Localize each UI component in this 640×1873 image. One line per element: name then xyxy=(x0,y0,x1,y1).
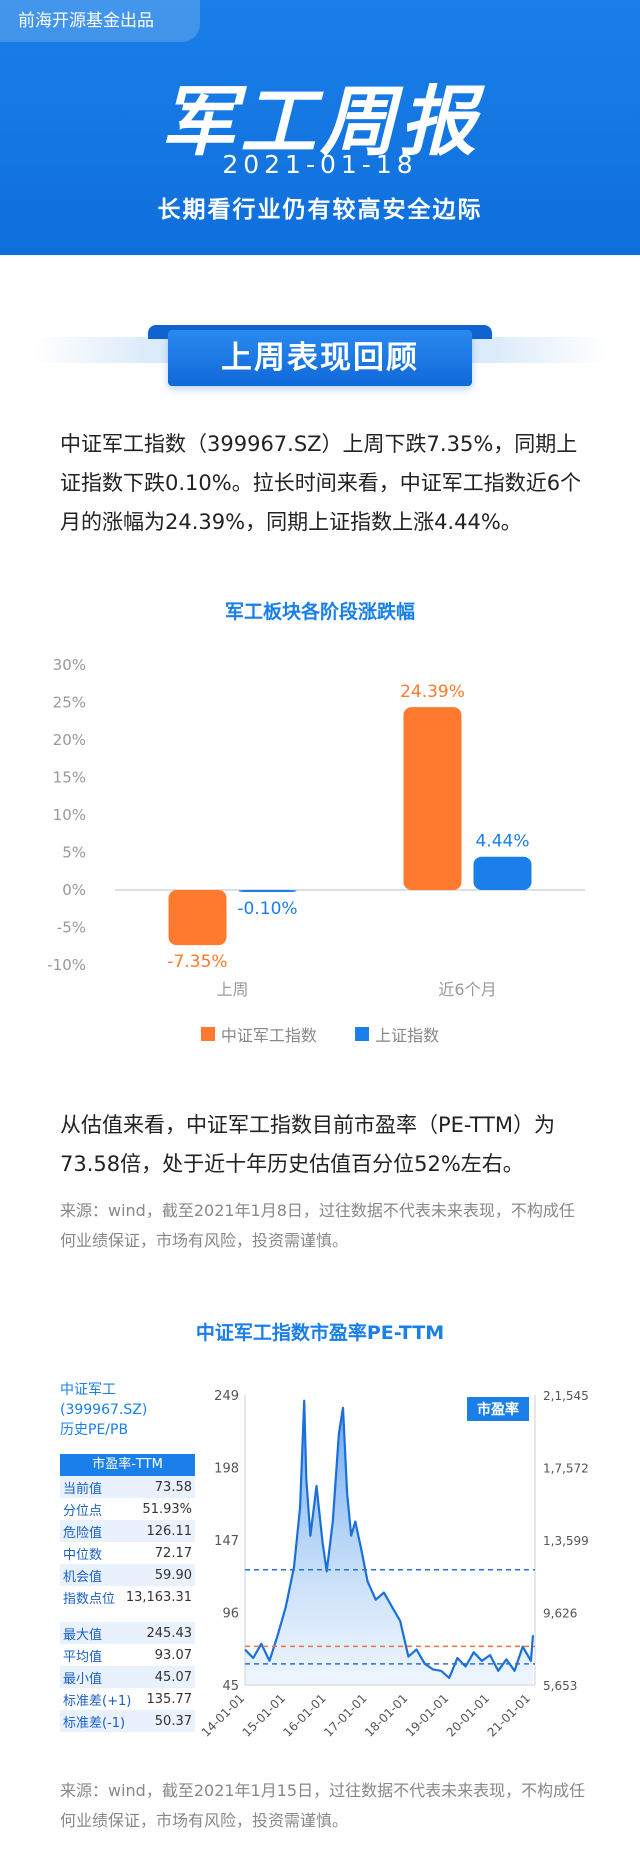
pe-line xyxy=(244,1399,535,1679)
bar xyxy=(473,856,532,890)
data-label: 4.44% xyxy=(475,832,529,852)
x-category-label: 近6个月 xyxy=(438,980,496,999)
x-category-label: 上周 xyxy=(216,980,248,999)
pe-row-label: 平均值 xyxy=(63,1649,103,1665)
valuation-paragraph: 从估值来看，中证军工指数目前市盈率（PE-TTM）为73.58倍，处于近十年历史… xyxy=(60,1113,555,1176)
pe-row-value: 245.43 xyxy=(139,1622,195,1644)
pe-y-tick-left: 198 xyxy=(214,1462,239,1477)
y-tick-label: 5% xyxy=(62,844,86,862)
y-tick-label: 30% xyxy=(53,656,86,674)
section-title: 上周表现回顾 xyxy=(168,330,472,386)
pe-row-label: 分位点 xyxy=(63,1503,103,1519)
pe-stats-panel: 中证军工(399967.SZ) 历史PE/PB 市盈率-TTM 当前值 73.58… xyxy=(60,1380,200,1732)
pe-table-row: 最大值 245.43 xyxy=(60,1622,195,1644)
bar xyxy=(403,707,462,890)
y-tick-label: 10% xyxy=(53,806,86,824)
legend-swatch-blue xyxy=(355,1027,370,1041)
page-title: 军工周报 xyxy=(160,77,480,166)
pe-y-tick-left: 96 xyxy=(222,1607,239,1622)
pe-x-tick: 18-01-01 xyxy=(362,1691,410,1739)
pe-row-value: 50.37 xyxy=(139,1710,195,1732)
bar xyxy=(238,890,297,892)
pe-x-tick: 20-01-01 xyxy=(444,1691,492,1739)
pe-table-row: 最小值 45.07 xyxy=(60,1666,195,1688)
pe-y-tick-left: 147 xyxy=(214,1534,239,1549)
review-paragraph: 中证军工指数（399967.SZ）上周下跌7.35%，同期上证指数下跌0.10%… xyxy=(60,432,582,534)
pe-row-value: 59.90 xyxy=(120,1564,195,1586)
bar-chart-title: 军工板块各阶段涨跌幅 xyxy=(224,601,415,623)
pe-table-row: 标准差(+1) 135.77 xyxy=(60,1688,195,1710)
pe-table-row: 当前值 73.58 xyxy=(60,1476,195,1498)
pe-row-value: 45.07 xyxy=(139,1666,195,1688)
pe-y-tick-right: 2,1,545 xyxy=(543,1389,589,1403)
pe-x-tick: 15-01-01 xyxy=(240,1691,288,1739)
y-tick-label: -5% xyxy=(57,919,86,937)
pe-row-label: 最大值 xyxy=(60,1622,140,1644)
pe-x-tick: 17-01-01 xyxy=(321,1691,369,1739)
legend-label-shanghai: 上证指数 xyxy=(375,1026,440,1045)
header-banner: 前海开源基金出品 军工周报 2021-01-18 长期看行业仍有较高安全边际 xyxy=(0,0,640,255)
pe-row-label: 危险值 xyxy=(60,1520,121,1542)
pe-y-tick-left: 249 xyxy=(214,1389,239,1404)
pe-x-tick: 19-01-01 xyxy=(403,1691,451,1739)
pe-row-value: 135.77 xyxy=(146,1691,193,1707)
y-tick-label: 25% xyxy=(53,694,86,712)
pe-y-tick-left: 45 xyxy=(222,1679,239,1694)
pe-y-tick-right: 1,7,572 xyxy=(543,1462,589,1476)
pe-row-value: 73.58 xyxy=(120,1476,195,1498)
source-note-2: 来源：wind，截至2021年1月15日，过往数据不代表未来表现，不构成任何业绩… xyxy=(60,1781,586,1830)
bar-chart: 30% 25% 20% 15% 10% 5% 0% -5% -10% 上周 -7.35% -0.10%… xyxy=(47,656,585,999)
pe-caption-type: 历史PE/PB xyxy=(60,1422,129,1438)
pe-row-label: 标准差(-1) xyxy=(60,1710,140,1732)
pe-row-value: 13,163.31 xyxy=(125,1589,192,1605)
y-tick-label: 0% xyxy=(62,881,86,899)
pe-row-label: 当前值 xyxy=(60,1476,121,1498)
report-date: 2021-01-18 xyxy=(222,150,418,179)
page-subtitle: 长期看行业仍有较高安全边际 xyxy=(157,197,483,223)
pe-table-row: 机会值 59.90 xyxy=(60,1564,195,1586)
data-label: -7.35% xyxy=(167,952,227,972)
pe-table-row: 标准差(-1) 50.37 xyxy=(60,1710,195,1732)
data-label: 24.39% xyxy=(400,682,465,702)
pe-x-tick: 21-01-01 xyxy=(485,1691,533,1739)
pe-table-header: 市盈率-TTM xyxy=(60,1454,195,1476)
pe-table-row: 分位点 51.93% xyxy=(60,1498,195,1520)
y-tick-label: 15% xyxy=(53,769,86,787)
pe-legend-label: 市盈率 xyxy=(477,1401,519,1418)
bar xyxy=(168,890,227,946)
pe-table-stats: 最大值 245.43 平均值 93.07 最小值 45.07 标准差(+1) 135.77 标准… xyxy=(60,1622,195,1732)
pe-y-tick-right: 5,653 xyxy=(543,1679,577,1693)
legend-swatch-orange xyxy=(200,1027,215,1041)
pe-row-label: 中位数 xyxy=(63,1547,103,1563)
pe-table-row: 中位数 72.17 xyxy=(60,1542,195,1564)
pe-table-row: 平均值 93.07 xyxy=(60,1644,195,1666)
brand-label: 前海开源基金出品 xyxy=(0,0,200,42)
pe-row-value: 51.93% xyxy=(142,1501,192,1517)
pe-row-label: 标准差(+1) xyxy=(63,1693,132,1709)
pe-x-tick: 14-01-01 xyxy=(200,1691,247,1739)
pe-chart-title: 中证军工指数市盈率PE-TTM xyxy=(195,1322,445,1344)
pe-row-value: 93.07 xyxy=(154,1647,192,1663)
pe-x-tick: 16-01-01 xyxy=(280,1691,328,1739)
pe-row-value: 72.17 xyxy=(154,1545,192,1561)
pe-row-value: 126.11 xyxy=(120,1520,195,1542)
pe-table-row: 指数点位 13,163.31 xyxy=(60,1586,195,1608)
pe-table-primary: 当前值 73.58 分位点 51.93% 危险值 126.11 中位数 72.17 机会值 59.… xyxy=(60,1476,195,1608)
pe-caption-index: 中证军工(399967.SZ) xyxy=(60,1382,148,1418)
pe-y-tick-right: 1,3,599 xyxy=(543,1534,589,1548)
pe-row-label: 机会值 xyxy=(60,1564,121,1586)
y-tick-label: 20% xyxy=(53,731,86,749)
pe-table-row: 危险值 126.11 xyxy=(60,1520,195,1542)
pe-y-tick-right: 9,626 xyxy=(543,1607,577,1621)
pe-row-label: 指数点位 xyxy=(63,1591,116,1607)
bar-chart-legend: 中证军工指数 上证指数 xyxy=(0,1022,640,1046)
y-tick-label: -10% xyxy=(47,956,86,974)
pe-row-label: 最小值 xyxy=(60,1666,140,1688)
data-label: -0.10% xyxy=(237,899,297,919)
source-note-1: 来源：wind，截至2021年1月8日，过往数据不代表未来表现，不构成任何业绩保… xyxy=(60,1201,575,1250)
pe-line-chart: 249 198 147 96 45 2,1,545 1,7,572 1,3,599 9,626 5… xyxy=(200,1389,589,1740)
pe-area-fill xyxy=(245,1400,533,1685)
pe-legend-box xyxy=(467,1397,529,1421)
legend-label-military: 中证军工指数 xyxy=(220,1026,317,1045)
